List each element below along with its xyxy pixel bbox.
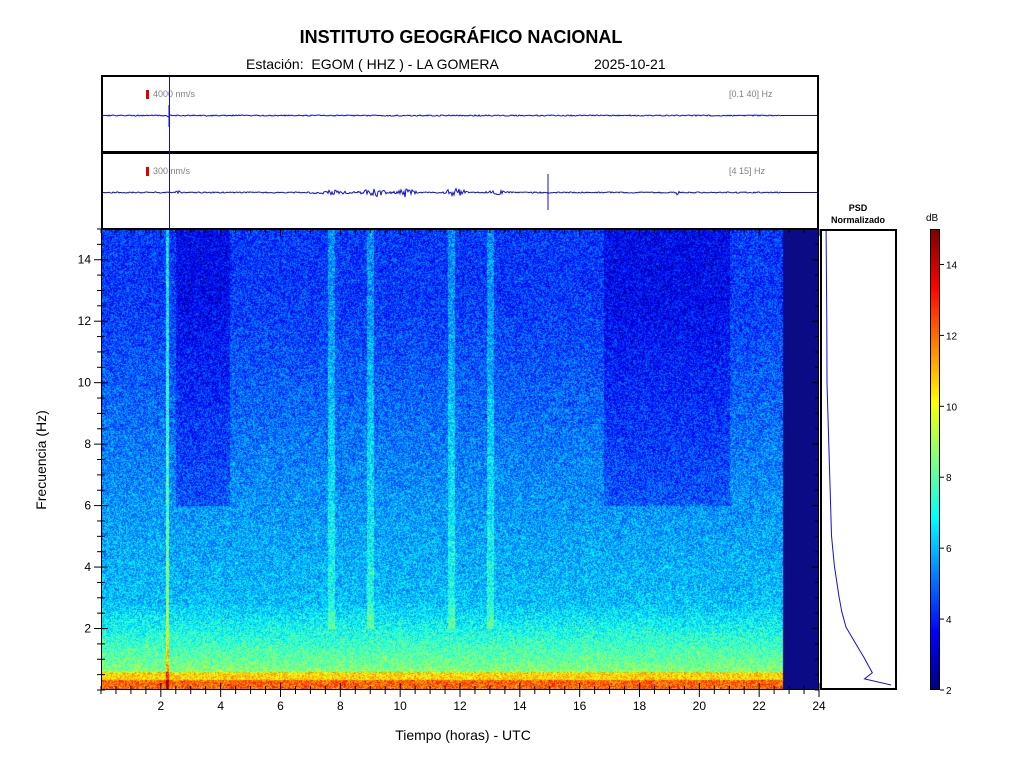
x-tick-label: 8 — [337, 699, 344, 713]
y-axis-label: Frecuencia (Hz) — [33, 410, 49, 510]
y-tick-label: 10 — [78, 376, 92, 390]
colorbar-unit: dB — [926, 213, 939, 224]
psd-title-line1: PSD — [848, 203, 868, 213]
scale-marker — [146, 90, 149, 99]
psd-title-line2: Normalizado — [830, 215, 885, 225]
trace-band-label: [0.1 40] Hz — [729, 89, 773, 99]
y-tick-label: 14 — [78, 253, 92, 267]
colorbar — [930, 229, 940, 690]
x-tick-label: 10 — [393, 699, 407, 713]
x-tick-label: 16 — [573, 699, 587, 713]
y-tick-label: 8 — [84, 437, 91, 451]
y-tick-label: 6 — [84, 499, 91, 513]
event-marker-line — [169, 77, 170, 230]
trace-scale-label: 300 nm/s — [153, 166, 191, 176]
psd-curve — [825, 231, 892, 686]
colorbar-frame — [930, 229, 940, 690]
x-axis-label: Tiempo (horas) - UTC — [395, 727, 531, 743]
station-label: Estación: EGOM ( HHZ ) - LA GOMERA — [246, 56, 499, 72]
y-tick-label: 12 — [78, 314, 92, 328]
scale-marker — [146, 167, 149, 176]
x-tick-label: 12 — [453, 699, 467, 713]
trace-scale-label: 4000 nm/s — [153, 89, 196, 99]
psd-title: PSD Normalizado — [818, 202, 898, 226]
date-label: 2025-10-21 — [594, 56, 666, 72]
y-tick-label: 4 — [84, 560, 91, 574]
x-tick-label: 4 — [217, 699, 224, 713]
x-tick-label: 20 — [693, 699, 707, 713]
y-tick-label: 2 — [84, 622, 91, 636]
page-title: INSTITUTO GEOGRÁFICO NACIONAL — [299, 27, 623, 47]
psd-curve-svg — [825, 231, 892, 686]
trace-band-label: [4 15] Hz — [729, 166, 766, 176]
spectrogram — [101, 229, 819, 690]
x-tick-label: 6 — [277, 699, 284, 713]
trace-waveform-filtered — [103, 174, 817, 210]
x-tick-label: 24 — [812, 699, 826, 713]
x-tick-label: 14 — [513, 699, 527, 713]
x-tick-label: 2 — [157, 699, 164, 713]
x-tick-label: 18 — [633, 699, 647, 713]
x-tick-label: 22 — [752, 699, 766, 713]
psd-panel — [820, 229, 897, 690]
